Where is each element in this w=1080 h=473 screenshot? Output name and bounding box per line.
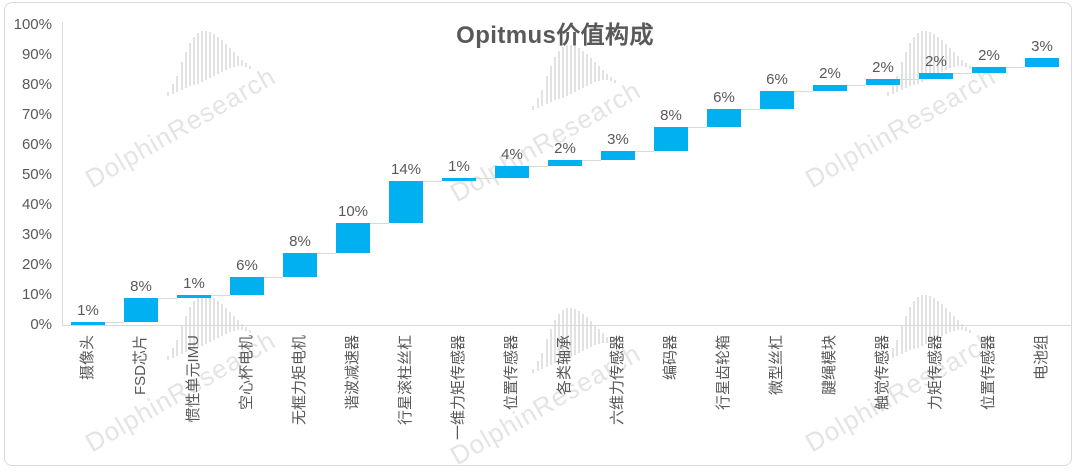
data-label: 2% <box>554 140 576 157</box>
bar-segment <box>866 79 900 85</box>
x-axis-line <box>62 325 1071 326</box>
y-axis-tick: 80% <box>21 76 52 93</box>
x-axis-label: 行星齿轮箱 <box>715 335 732 411</box>
bar-segment <box>548 160 582 166</box>
connector-line <box>317 253 336 254</box>
bar-segment <box>177 295 211 298</box>
data-label: 6% <box>713 89 735 106</box>
x-axis-label: 摄像头 <box>79 335 96 381</box>
x-axis-label: 惯性单元IMU <box>185 335 202 423</box>
bar-segment <box>230 277 264 295</box>
x-axis-label: 各类轴承 <box>556 335 573 396</box>
x-axis-label: 谐波减速器 <box>344 335 361 411</box>
x-axis-label: 位置传感器 <box>980 335 997 411</box>
y-axis-tick: 0% <box>30 316 52 333</box>
y-axis-tick: 30% <box>21 226 52 243</box>
connector-line <box>529 166 548 167</box>
y-axis-tick: 40% <box>21 196 52 213</box>
connector-line <box>211 295 230 296</box>
connector-line <box>105 322 124 323</box>
x-axis-label: FSD芯片 <box>132 335 149 396</box>
bar-segment <box>389 181 423 223</box>
bar-segment <box>972 67 1006 73</box>
data-label: 6% <box>766 71 788 88</box>
x-axis-label: 力矩传感器 <box>927 335 944 411</box>
bar-segment <box>442 178 476 181</box>
bar-segment <box>1025 58 1059 67</box>
x-axis-label: 空心杯电机 <box>238 335 255 411</box>
y-axis-tick: 50% <box>21 166 52 183</box>
x-axis-label: 电池组 <box>1033 335 1050 381</box>
data-label: 3% <box>607 131 629 148</box>
data-label: 2% <box>978 47 1000 64</box>
data-label: 2% <box>872 59 894 76</box>
data-label: 2% <box>819 65 841 82</box>
bar-segment <box>919 73 953 79</box>
x-axis-label: 一维力矩传感器 <box>450 335 467 441</box>
data-label: 14% <box>390 161 422 178</box>
y-axis-tick: 90% <box>21 46 52 63</box>
bar-segment <box>813 85 847 91</box>
connector-line <box>423 181 442 182</box>
connector-line <box>635 151 654 152</box>
data-label: 6% <box>236 257 258 274</box>
connector-line <box>1006 67 1025 68</box>
chart-title: Opitmus价值构成 <box>456 22 654 49</box>
y-axis-tick: 20% <box>21 256 52 273</box>
data-label: 10% <box>337 203 369 220</box>
y-axis-line <box>62 22 63 325</box>
bar-segment <box>336 223 370 253</box>
bar-segment <box>760 91 794 109</box>
bar-segment <box>495 166 529 178</box>
bar-segment <box>654 127 688 151</box>
connector-line <box>370 223 389 224</box>
x-axis-label: 行星滚柱丝杠 <box>397 335 414 426</box>
y-axis-tick: 70% <box>21 106 52 123</box>
connector-line <box>953 73 972 74</box>
x-axis-label: 微型丝杠 <box>768 335 785 396</box>
bar-segment <box>71 322 105 325</box>
x-axis-label: 腱绳模块 <box>821 335 838 396</box>
data-label: 3% <box>1031 38 1053 55</box>
connector-line <box>741 109 760 110</box>
data-label: 1% <box>448 158 470 175</box>
x-axis-label: 触觉传感器 <box>874 335 891 411</box>
data-label: 4% <box>501 146 523 163</box>
data-label: 1% <box>183 275 205 292</box>
data-label: 1% <box>77 302 99 319</box>
connector-line <box>158 298 177 299</box>
x-axis-label: 六维力传感器 <box>609 335 626 426</box>
connector-line <box>582 160 601 161</box>
data-label: 8% <box>130 278 152 295</box>
connector-line <box>476 178 495 179</box>
x-axis-label: 无框力矩电机 <box>291 335 308 426</box>
x-axis-label: 编码器 <box>662 335 679 381</box>
y-axis-tick: 10% <box>21 286 52 303</box>
bar-segment <box>283 253 317 277</box>
connector-line <box>688 127 707 128</box>
bar-segment <box>124 298 158 322</box>
y-axis-tick: 60% <box>21 136 52 153</box>
bar-segment <box>601 151 635 160</box>
data-label: 8% <box>289 233 311 250</box>
connector-line <box>794 91 813 92</box>
connector-line <box>900 79 919 80</box>
y-axis-tick: 100% <box>13 16 52 33</box>
data-label: 8% <box>660 107 682 124</box>
x-axis-label: 位置传感器 <box>503 335 520 411</box>
connector-line <box>847 85 866 86</box>
bar-segment <box>707 109 741 127</box>
connector-line <box>264 277 283 278</box>
